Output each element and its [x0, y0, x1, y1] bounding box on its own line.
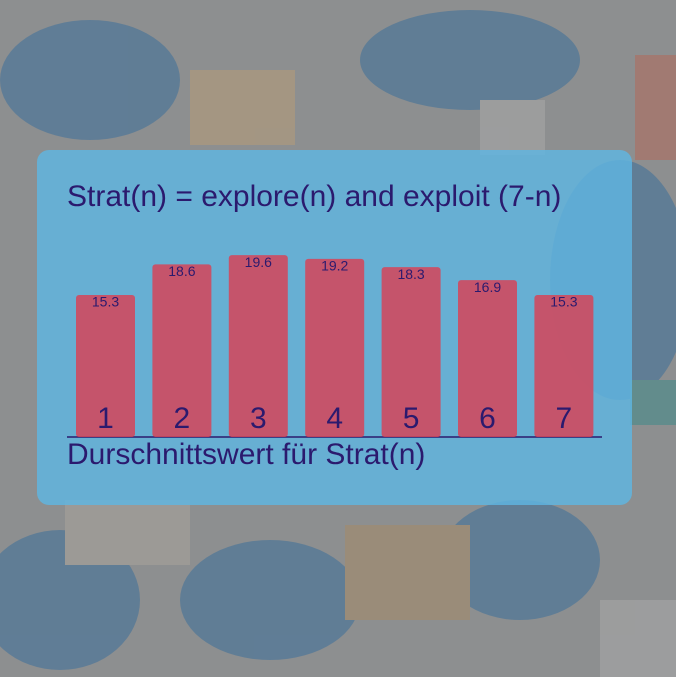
x-tick-label: 2 — [174, 402, 191, 435]
chart-title: Strat(n) = explore(n) and exploit (7-n) — [67, 180, 561, 213]
value-label: 18.3 — [397, 266, 424, 282]
value-label: 15.3 — [550, 294, 577, 310]
x-tick-label: 4 — [326, 402, 343, 435]
bar — [228, 255, 288, 437]
value-label: 15.3 — [92, 294, 119, 310]
bar — [381, 267, 441, 437]
x-tick-label: 6 — [479, 402, 496, 435]
x-tick-label: 7 — [556, 402, 573, 435]
x-tick-label: 5 — [403, 402, 420, 435]
x-tick-label: 1 — [97, 402, 114, 435]
bar — [152, 264, 212, 437]
value-label: 19.6 — [245, 254, 272, 270]
bar — [458, 280, 517, 437]
value-label: 18.6 — [168, 263, 195, 279]
bar — [76, 295, 135, 437]
background-art — [0, 10, 676, 677]
x-axis-label: Durschnittswert für Strat(n) — [67, 438, 425, 471]
bar — [534, 295, 594, 437]
value-label: 16.9 — [474, 279, 501, 295]
value-label: 19.2 — [321, 258, 348, 274]
bar — [305, 258, 365, 437]
x-tick-label: 3 — [250, 402, 267, 435]
